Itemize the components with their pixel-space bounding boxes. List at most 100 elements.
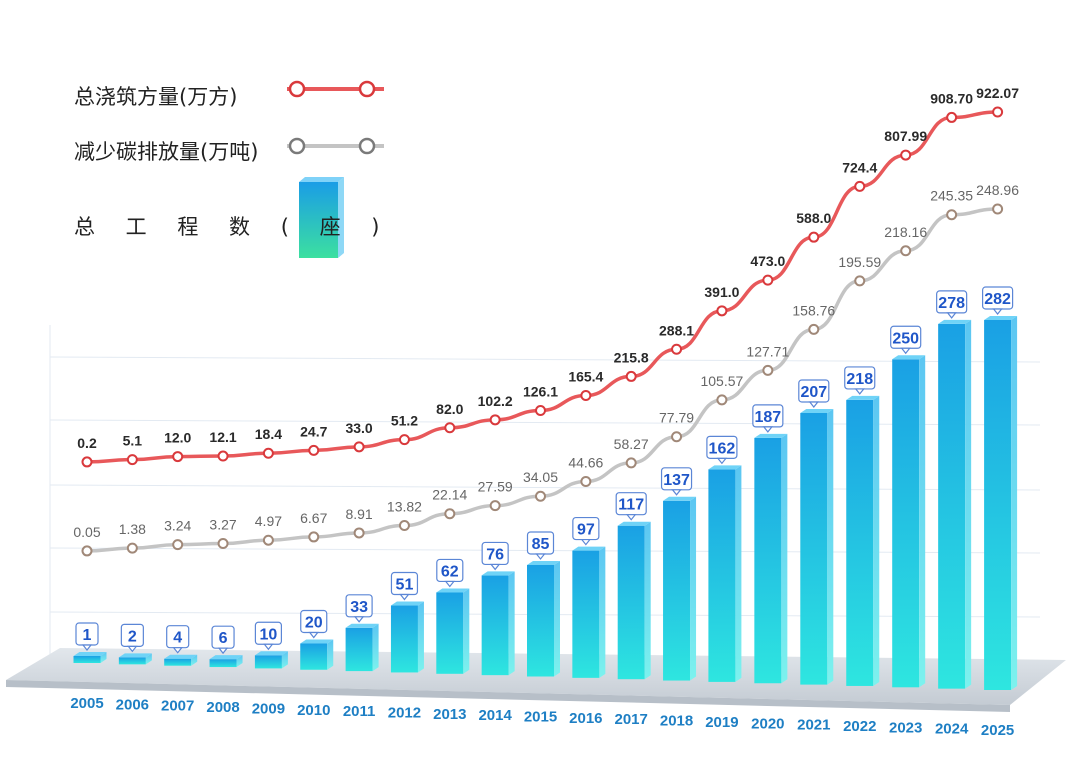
x-tick-label: 2025 (981, 722, 1014, 739)
legend-swatch-bar-top (299, 177, 344, 182)
bar-value-label: 282 (984, 291, 1011, 308)
bar-value-pointer (127, 645, 138, 653)
bar (436, 592, 464, 674)
carbon-point (535, 490, 546, 502)
bar-value-pointer (946, 312, 957, 319)
bar-side (965, 319, 972, 689)
bar-value-pointer (263, 643, 274, 651)
bar-side (508, 571, 515, 676)
bar-side (781, 433, 788, 684)
bar-top (527, 560, 560, 565)
pour-point (580, 390, 592, 402)
bar (254, 655, 282, 669)
legend-swatch-pour-dot (288, 80, 306, 98)
pour-value-label: 165.4 (568, 369, 603, 385)
carbon-value-label: 13.82 (387, 499, 422, 515)
grid-line (49, 419, 1041, 426)
carbon-point (217, 537, 229, 549)
bar-value-pointer (625, 514, 637, 521)
pour-value-label: 908.70 (930, 90, 973, 106)
pour-point (262, 447, 274, 459)
pour-value-label: 215.8 (614, 349, 649, 365)
bar (754, 437, 782, 684)
carbon-point (172, 539, 184, 551)
bar-side (191, 654, 198, 666)
pour-point (854, 180, 866, 192)
pour-point (808, 231, 820, 243)
carbon-point (946, 209, 958, 221)
bar-value-label: 1 (83, 627, 92, 644)
bar-top (800, 409, 834, 414)
pour-point (172, 451, 184, 463)
carbon-point (308, 531, 320, 543)
bar (345, 627, 373, 672)
carbon-point (808, 323, 820, 335)
pour-value-label: 588.0 (796, 210, 831, 226)
pour-point (81, 456, 93, 468)
bar-side (873, 395, 880, 686)
bar-side (417, 601, 424, 673)
legend-swatch-bar-side (338, 177, 344, 258)
bar-value-label: 33 (350, 599, 368, 616)
pour-point (308, 444, 320, 456)
bar (481, 575, 509, 676)
bar-value-pointer (762, 426, 774, 433)
bar-value-label: 6 (219, 630, 228, 647)
legend-label-projects: 总 工 程 数 ( 座 ) (74, 215, 392, 239)
carbon-point (716, 394, 728, 406)
x-tick-label: 2021 (797, 717, 830, 734)
bar (300, 643, 328, 670)
bar (984, 320, 1012, 690)
x-tick-label: 2013 (433, 706, 466, 723)
bar (708, 469, 736, 682)
carbon-point (992, 203, 1004, 215)
bar (800, 413, 828, 685)
bar-side (919, 355, 926, 688)
bar-value-label: 207 (800, 384, 827, 401)
carbon-value-label: 105.57 (700, 373, 743, 389)
bar-value-label: 187 (754, 409, 781, 426)
pour-point (946, 111, 958, 123)
grid-line (49, 356, 1041, 363)
bar-value-pointer (580, 538, 592, 546)
x-tick-label: 2020 (751, 715, 784, 732)
carbon-value-label: 158.76 (792, 302, 835, 318)
carbon-value-label: 58.27 (614, 436, 649, 452)
bar-top (708, 465, 742, 470)
bar-top (984, 316, 1018, 320)
carbon-point (353, 527, 365, 539)
pour-value-label: 24.7 (300, 423, 327, 439)
legend-swatch-bar (299, 182, 338, 258)
x-tick-label: 2010 (297, 702, 330, 719)
bar-value-label: 117 (618, 497, 644, 514)
bar-top (390, 601, 424, 606)
x-tick-label: 2023 (889, 719, 922, 736)
carbon-point (126, 542, 138, 554)
x-tick-label: 2007 (161, 698, 194, 715)
pour-value-label: 0.2 (77, 435, 97, 451)
bar-value-pointer (489, 563, 501, 571)
bar-side (327, 639, 334, 670)
bar-value-label: 20 (305, 615, 323, 632)
bar-top (209, 655, 243, 660)
bar-value-label: 62 (441, 563, 459, 580)
x-tick-label: 2024 (935, 721, 969, 738)
pour-value-label: 18.4 (255, 426, 282, 442)
bar-value-label: 218 (846, 371, 873, 388)
pour-value-label: 102.2 (478, 393, 513, 409)
pour-point (992, 106, 1004, 118)
bar-value-label: 250 (892, 330, 919, 347)
bar-value-pointer (444, 580, 456, 588)
bar-value-pointer (854, 388, 865, 395)
bar-value-label: 97 (577, 522, 595, 539)
carbon-point (580, 475, 592, 487)
bar (390, 605, 418, 673)
carbon-value-label: 195.59 (838, 254, 881, 270)
x-tick-label: 2017 (615, 711, 648, 728)
bar-side (1011, 316, 1018, 690)
carbon-point (489, 500, 501, 512)
carbon-point (671, 431, 683, 443)
carbon-value-label: 4.97 (255, 513, 282, 529)
bar (663, 500, 691, 681)
